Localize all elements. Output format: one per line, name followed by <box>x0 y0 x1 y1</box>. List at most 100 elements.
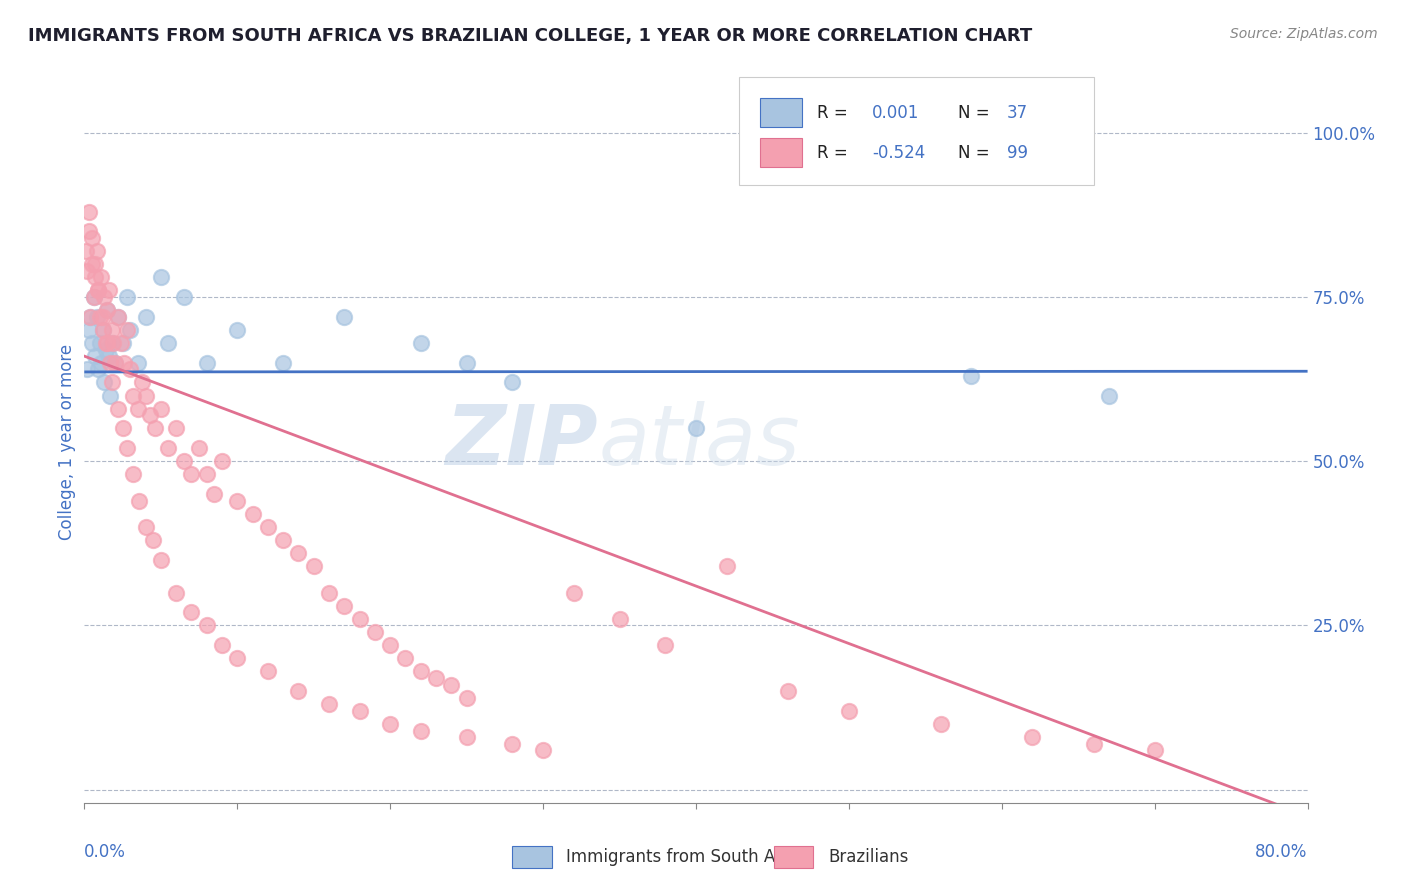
Point <box>89 336 111 351</box>
Point <box>115 441 138 455</box>
Point <box>87 284 110 298</box>
Point <box>394 651 416 665</box>
Text: 99: 99 <box>1007 144 1028 161</box>
Point <box>149 401 172 416</box>
Point <box>101 336 124 351</box>
Point <box>91 323 114 337</box>
Point <box>409 336 432 351</box>
Point <box>122 388 145 402</box>
Point <box>173 454 195 468</box>
Point <box>131 376 153 390</box>
Bar <box>775 847 814 868</box>
Point <box>77 224 100 238</box>
Point <box>440 677 463 691</box>
Text: Source: ZipAtlas.com: Source: ZipAtlas.com <box>1230 27 1378 41</box>
Point <box>75 244 97 258</box>
Point <box>107 401 129 416</box>
Point <box>149 553 172 567</box>
Point <box>84 270 107 285</box>
Point <box>107 310 129 324</box>
Point <box>101 323 124 337</box>
Point <box>287 546 309 560</box>
Point <box>115 290 138 304</box>
Point <box>716 559 738 574</box>
Point <box>202 487 225 501</box>
Point <box>425 671 447 685</box>
Text: atlas: atlas <box>598 401 800 482</box>
Point <box>654 638 676 652</box>
Point <box>83 290 105 304</box>
Point <box>79 310 101 324</box>
Point <box>226 323 249 337</box>
Point <box>87 284 110 298</box>
Point <box>127 356 149 370</box>
Point <box>1098 388 1121 402</box>
Point <box>143 421 166 435</box>
Point <box>456 356 478 370</box>
Point <box>96 336 118 351</box>
Point <box>380 638 402 652</box>
Point <box>127 401 149 416</box>
Point <box>135 520 157 534</box>
Point <box>242 507 264 521</box>
Point <box>302 559 325 574</box>
Point <box>456 690 478 705</box>
Point <box>84 349 107 363</box>
Point <box>94 336 117 351</box>
Point <box>333 310 356 324</box>
Point <box>409 665 432 679</box>
Point <box>456 730 478 744</box>
Point <box>111 336 134 351</box>
Point <box>103 336 125 351</box>
Point <box>257 520 280 534</box>
Point <box>333 599 356 613</box>
Point <box>149 270 172 285</box>
Point <box>80 231 103 245</box>
Point <box>562 585 585 599</box>
Point <box>165 585 187 599</box>
Point <box>195 467 218 482</box>
Point <box>84 257 107 271</box>
Point <box>502 376 524 390</box>
Point <box>173 290 195 304</box>
Point <box>80 336 103 351</box>
Point <box>96 303 118 318</box>
Point <box>776 684 799 698</box>
Point <box>318 585 340 599</box>
Point <box>685 421 707 435</box>
Point <box>195 356 218 370</box>
Point <box>83 290 105 304</box>
Point <box>120 323 142 337</box>
Point <box>93 376 115 390</box>
Point <box>271 533 294 547</box>
Point <box>157 336 180 351</box>
Point <box>1021 730 1043 744</box>
Point <box>97 284 120 298</box>
Point <box>380 717 402 731</box>
Bar <box>759 138 803 167</box>
Point <box>180 467 202 482</box>
Point <box>135 310 157 324</box>
Point <box>531 743 554 757</box>
Y-axis label: College, 1 year or more: College, 1 year or more <box>58 343 76 540</box>
Point <box>86 310 108 324</box>
Point <box>287 684 309 698</box>
Point <box>91 310 114 324</box>
Text: 0.001: 0.001 <box>872 103 920 122</box>
Point <box>257 665 280 679</box>
Text: -0.524: -0.524 <box>872 144 925 161</box>
Point <box>142 533 165 547</box>
Point <box>77 323 100 337</box>
Point <box>226 651 249 665</box>
Point <box>76 362 98 376</box>
Point <box>97 349 120 363</box>
Text: Immigrants from South Africa: Immigrants from South Africa <box>567 848 811 866</box>
Point <box>90 270 112 285</box>
Point <box>195 618 218 632</box>
Point <box>77 204 100 219</box>
Point <box>104 356 127 370</box>
Point <box>838 704 860 718</box>
Point <box>165 421 187 435</box>
Point <box>94 343 117 357</box>
Point <box>98 388 121 402</box>
